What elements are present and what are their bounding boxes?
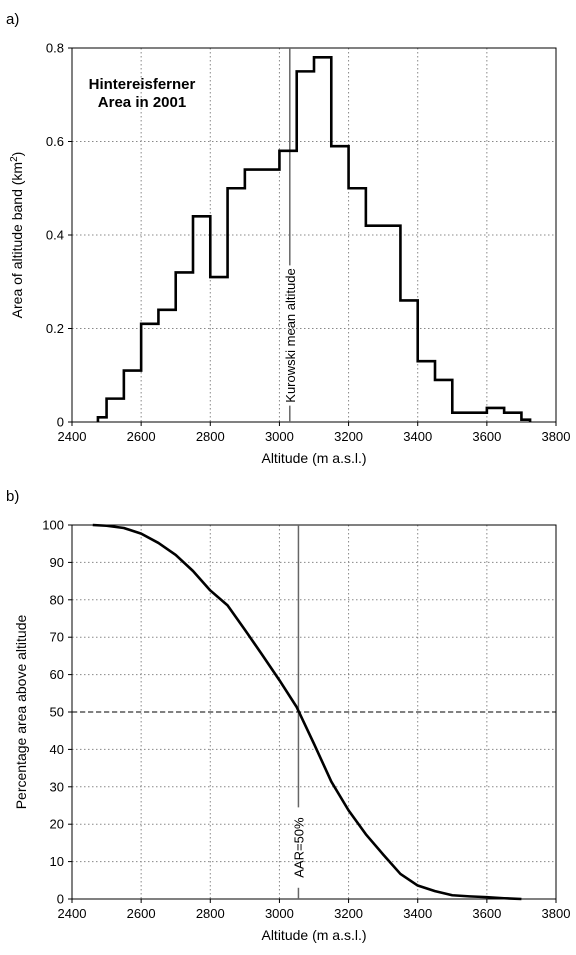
percentage-curve — [92, 523, 522, 901]
x-tick-label: 2800 — [196, 429, 225, 444]
y-tick-label: 0 — [57, 415, 64, 430]
panel-a: a) 2400 2600 2800 3000 3200 3400 3600 3800 0 0.2 0.… — [6, 11, 570, 466]
annotation-line: Hintereisferner — [89, 76, 196, 93]
x-tick-label: 3600 — [472, 906, 501, 921]
y-tick-label: 70 — [50, 630, 64, 645]
y-tick-label: 30 — [50, 779, 64, 794]
x-tick-label: 2600 — [127, 429, 156, 444]
aar-label: AAR=50% — [291, 817, 306, 878]
x-tick-label: 2600 — [127, 906, 156, 921]
x-tick-label: 2800 — [196, 906, 225, 921]
y-tick-label: 0.6 — [46, 134, 64, 149]
y-tick-label: 0 — [57, 892, 64, 907]
y-tick-label: 40 — [50, 742, 64, 757]
x-tick-label: 3800 — [542, 429, 571, 444]
x-tick-label: 3800 — [542, 906, 571, 921]
x-tick-label: 3400 — [403, 429, 432, 444]
y-tick-label: 0.4 — [46, 228, 64, 243]
x-tick-label: 3000 — [265, 429, 294, 444]
y-tick-label: 90 — [50, 555, 64, 570]
x-axis-label: Altitude (m a.s.l.) — [261, 927, 366, 943]
y-axis-label: Percentage area above altitude — [13, 614, 29, 809]
x-tick-label: 3000 — [265, 906, 294, 921]
y-tick-label: 0.2 — [46, 321, 64, 336]
y-tick-label: 10 — [50, 854, 64, 869]
x-tick-label: 3200 — [334, 906, 363, 921]
x-tick-label: 3200 — [334, 429, 363, 444]
x-tick-label: 2400 — [58, 429, 87, 444]
y-tick-label: 50 — [50, 705, 64, 720]
panel-label: a) — [6, 11, 19, 28]
x-axis-label: Altitude (m a.s.l.) — [261, 450, 366, 466]
annotation-line: Area in 2001 — [98, 94, 186, 111]
y-axis-label: Area of altitude band (km2) — [9, 152, 25, 319]
y-tick-label: 20 — [50, 817, 64, 832]
x-tick-label: 3600 — [472, 429, 501, 444]
mean-altitude-label: Kurowski mean altitude — [283, 268, 298, 402]
panel-b: b) 2400 2600 2800 3000 3200 3400 3600 3800 0 10 20 3… — [6, 488, 570, 943]
y-tick-label: 60 — [50, 667, 64, 682]
y-tick-label: 80 — [50, 592, 64, 607]
x-tick-label: 2400 — [58, 906, 87, 921]
x-tick-label: 3400 — [403, 906, 432, 921]
y-tick-label: 100 — [42, 518, 64, 533]
area-step-series — [96, 56, 532, 422]
panel-label: b) — [6, 488, 19, 505]
y-tick-label: 0.8 — [46, 41, 64, 56]
